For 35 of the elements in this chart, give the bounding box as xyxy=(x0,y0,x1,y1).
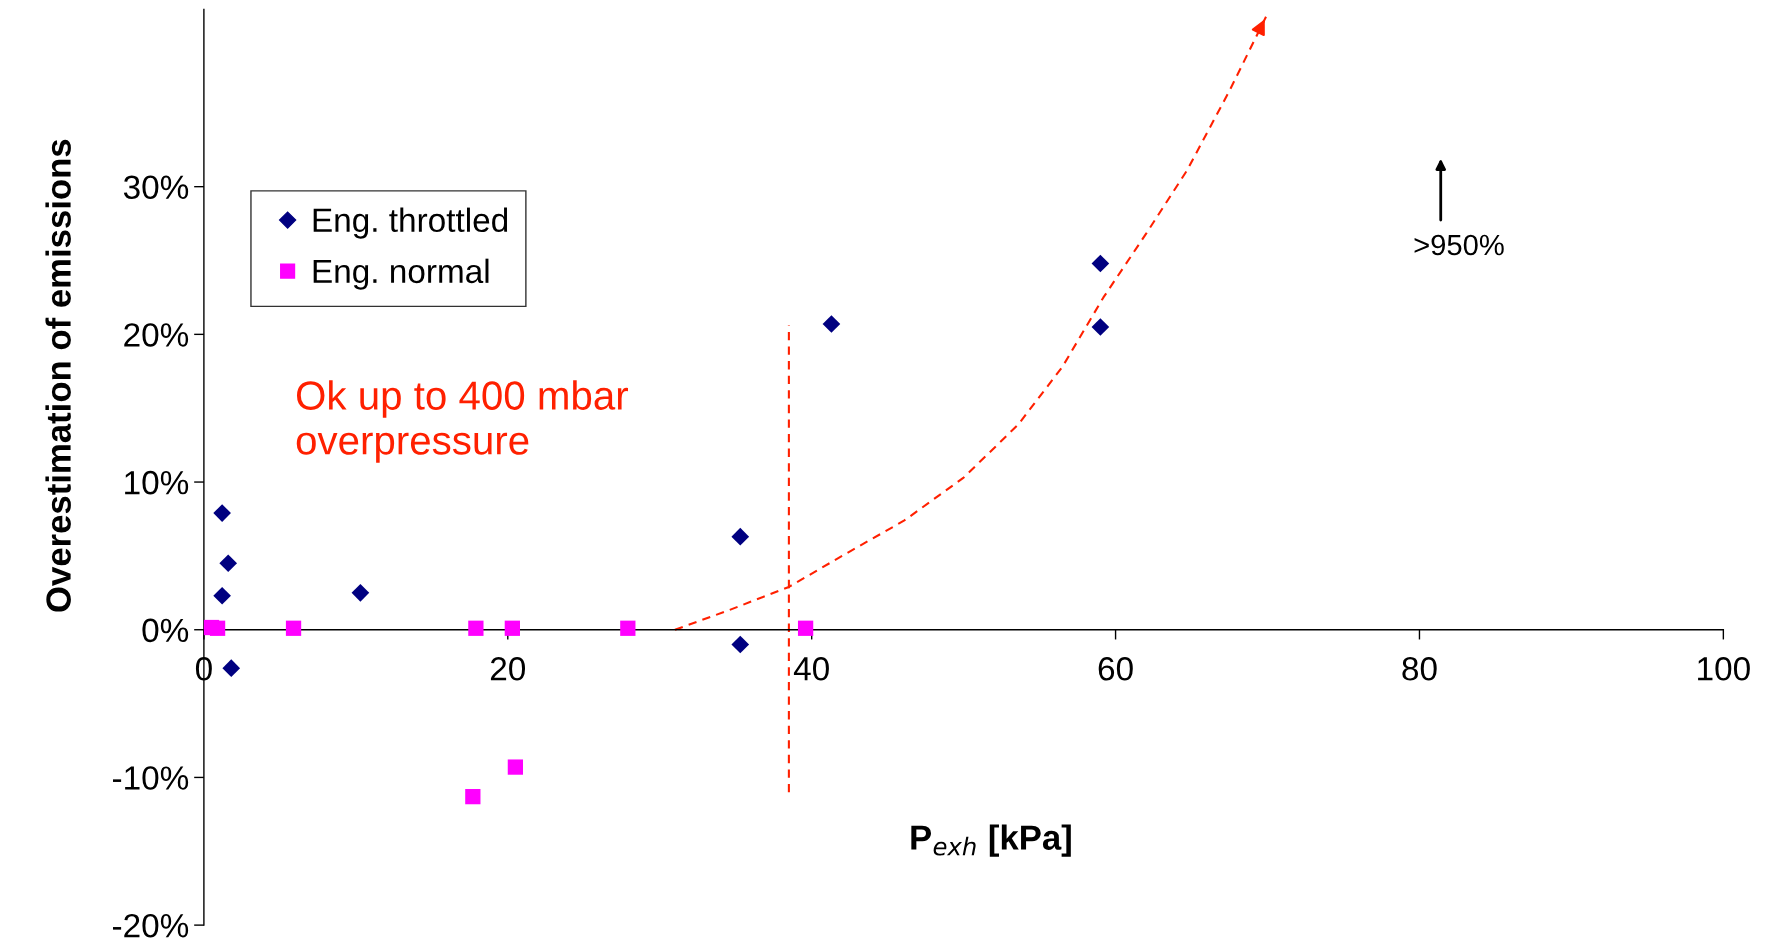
point xyxy=(351,583,370,602)
point xyxy=(1091,318,1110,336)
legend-label: Eng. normal xyxy=(313,258,489,290)
x-tick-label: 80 xyxy=(1402,657,1437,681)
point xyxy=(731,527,750,546)
point xyxy=(504,620,520,636)
y-tick-label: 30% xyxy=(123,175,189,200)
legend-label: Eng. throttled xyxy=(313,207,508,239)
annotation: Ok up to 400 mbar overpressure xyxy=(296,380,628,463)
x-axis-title: P$_{exh}$ [kPa] xyxy=(911,824,1071,857)
y-tick-label: -20% xyxy=(112,913,189,938)
y-tick-label: 20% xyxy=(124,323,189,347)
y-tick-label: 0% xyxy=(142,618,189,643)
point xyxy=(465,788,481,805)
point xyxy=(468,620,484,636)
y-tick-label: 10% xyxy=(125,470,189,495)
point xyxy=(209,620,226,636)
point xyxy=(285,620,302,636)
point xyxy=(731,635,750,654)
point xyxy=(507,759,524,775)
x-tick-label: 40 xyxy=(793,657,829,681)
point xyxy=(213,504,231,522)
point xyxy=(822,315,841,333)
annotation: >950% xyxy=(1414,234,1504,256)
point xyxy=(219,554,238,573)
x-tick-label: 20 xyxy=(490,657,526,681)
point xyxy=(213,586,231,605)
point xyxy=(1091,254,1110,273)
point xyxy=(797,620,814,636)
y-tick-label: -10% xyxy=(112,766,189,790)
x-tick-label: 100 xyxy=(1698,657,1750,681)
y-axis-title: Overestimation of emissions xyxy=(45,139,71,612)
point xyxy=(620,620,636,636)
point xyxy=(222,659,241,677)
x-tick-label: 60 xyxy=(1098,657,1133,681)
